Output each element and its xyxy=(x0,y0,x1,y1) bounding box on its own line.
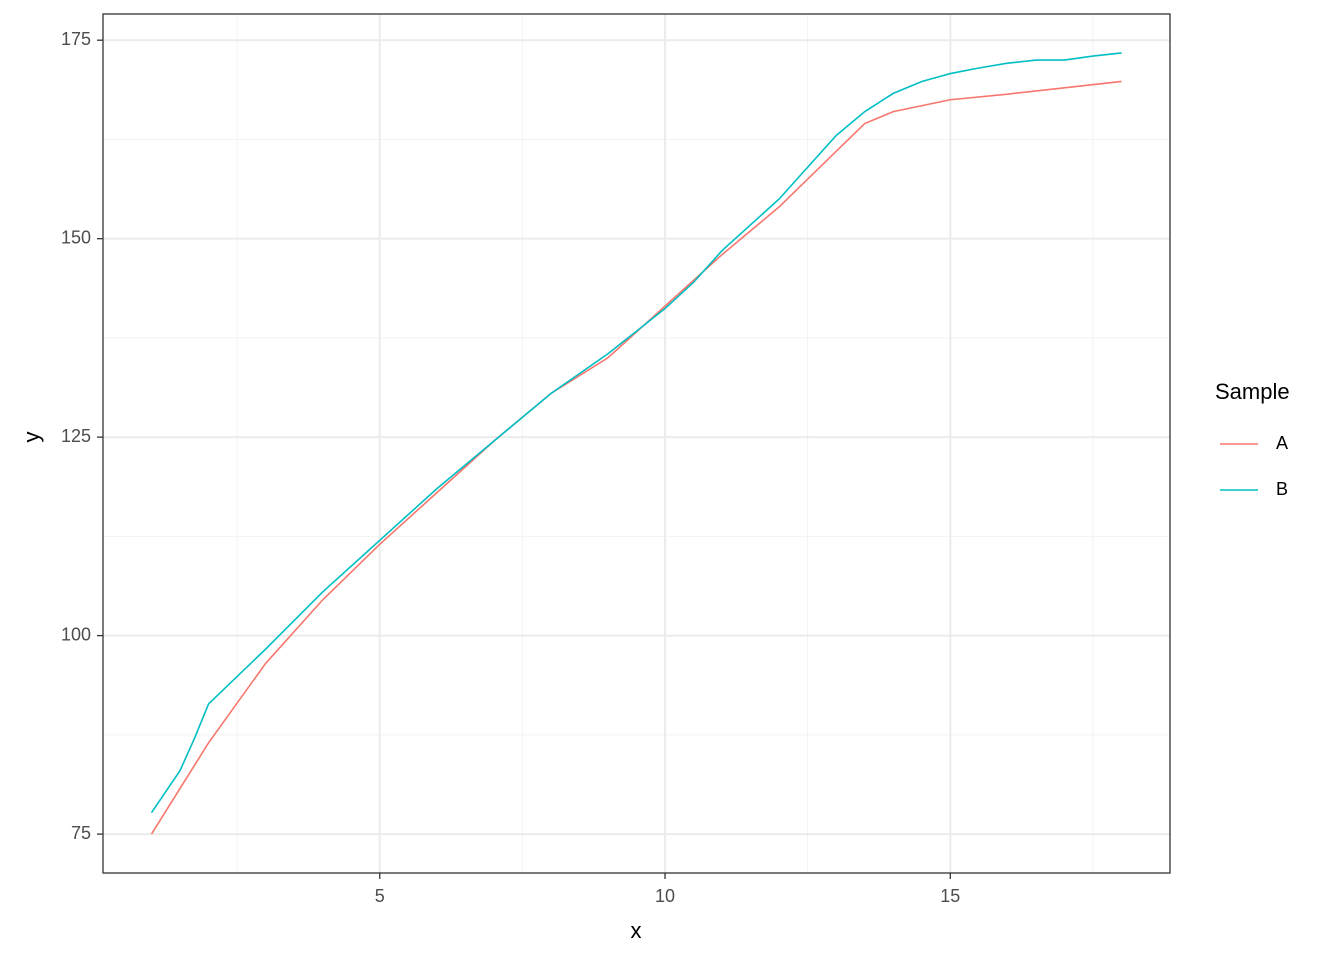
x-tick-label: 5 xyxy=(375,886,385,906)
legend-label: A xyxy=(1276,433,1288,453)
y-tick-label: 125 xyxy=(61,426,91,446)
y-tick-label: 75 xyxy=(71,823,91,843)
lines xyxy=(150,52,1122,835)
x-tick-label: 10 xyxy=(655,886,675,906)
series-line xyxy=(150,80,1122,835)
panel-border xyxy=(102,13,1171,874)
y-tick-label: 175 xyxy=(61,29,91,49)
y-tick-label: 100 xyxy=(61,624,91,644)
x-tick-label: 15 xyxy=(940,886,960,906)
series-line xyxy=(150,52,1122,814)
y-tick-label: 150 xyxy=(61,227,91,247)
legend-title: Sample xyxy=(1215,379,1290,404)
y-axis-label: y xyxy=(19,432,44,443)
grid xyxy=(103,14,1170,873)
x-axis-label: x xyxy=(631,918,642,943)
legend-label: B xyxy=(1276,479,1288,499)
